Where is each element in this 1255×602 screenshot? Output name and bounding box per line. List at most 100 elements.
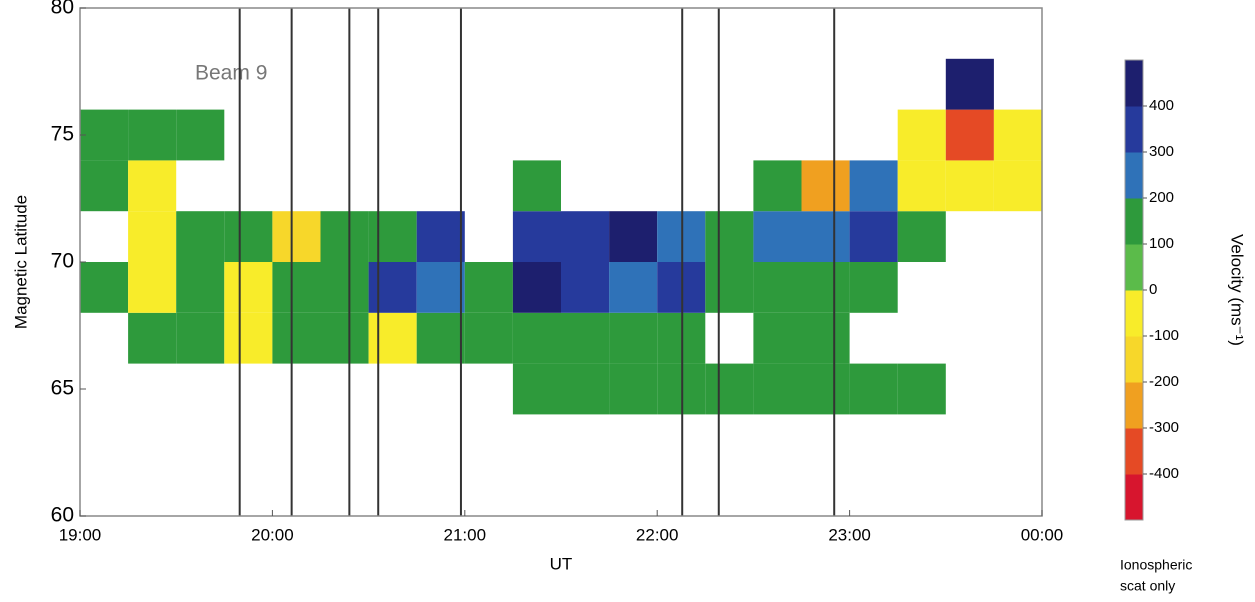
- x-tick-label: 00:00: [1021, 525, 1064, 544]
- heat-cell: [753, 262, 802, 313]
- heat-cell: [80, 160, 129, 212]
- colorbar-tick-label: -200: [1149, 373, 1179, 390]
- heat-cell: [609, 312, 658, 364]
- heat-cell: [705, 262, 754, 313]
- heat-cell: [128, 109, 177, 161]
- heat-cell: [993, 160, 1042, 212]
- heat-cell: [176, 262, 225, 313]
- heat-cell: [561, 211, 610, 262]
- x-tick-label: 22:00: [636, 525, 679, 544]
- heat-cell: [368, 211, 417, 262]
- heat-cell: [512, 312, 561, 364]
- heat-cell: [464, 312, 513, 364]
- heat-cell: [561, 363, 610, 415]
- x-tick-label: 23:00: [828, 525, 871, 544]
- heat-cell: [176, 211, 225, 262]
- heat-cell: [849, 262, 898, 313]
- heat-cell: [416, 211, 465, 262]
- heat-cell: [224, 262, 273, 313]
- heat-cell: [945, 160, 994, 212]
- y-tick-label: 70: [51, 250, 74, 273]
- heat-cell: [753, 211, 802, 262]
- heat-cell: [512, 262, 561, 313]
- heat-cell: [512, 363, 561, 415]
- colorbar-tick-label: -300: [1149, 419, 1179, 436]
- heat-cell: [849, 363, 898, 415]
- colorbar-tick-label: 300: [1149, 143, 1174, 160]
- heat-cell: [897, 109, 946, 161]
- colorbar-swatch: [1125, 290, 1143, 337]
- heat-cell: [753, 363, 802, 415]
- heat-cell: [609, 262, 658, 313]
- heat-cell: [128, 160, 177, 212]
- colorbar-tick-label: 100: [1149, 235, 1174, 252]
- heat-cell: [416, 312, 465, 364]
- heat-cell: [609, 211, 658, 262]
- heat-cell: [128, 262, 177, 313]
- heat-cell: [753, 160, 802, 212]
- heat-cell: [80, 262, 129, 313]
- heat-cell: [320, 211, 369, 262]
- colorbar-swatch: [1125, 336, 1143, 383]
- y-tick-label: 80: [51, 0, 74, 19]
- annotation: Beam 9: [195, 62, 267, 85]
- colorbar-swatch: [1125, 428, 1143, 475]
- heat-cell: [80, 109, 129, 161]
- heat-cell: [272, 211, 321, 262]
- heat-cell: [320, 312, 369, 364]
- heat-cell: [801, 262, 850, 313]
- heat-cell: [897, 211, 946, 262]
- heat-cell: [512, 160, 561, 212]
- heat-cell: [849, 160, 898, 212]
- heat-cell: [561, 312, 610, 364]
- note: scat only: [1120, 578, 1175, 594]
- colorbar-swatch: [1125, 382, 1143, 429]
- heat-cell: [128, 211, 177, 262]
- heat-cell: [993, 109, 1042, 161]
- heat-cell: [320, 262, 369, 313]
- heat-cell: [561, 262, 610, 313]
- heat-cell: [945, 109, 994, 161]
- heat-cell: [416, 262, 465, 313]
- heat-cell: [849, 211, 898, 262]
- heat-cell: [272, 312, 321, 364]
- heat-cell: [945, 58, 994, 110]
- heat-cell: [897, 160, 946, 212]
- x-axis-label: UT: [550, 554, 573, 573]
- colorbar-swatch: [1125, 106, 1143, 153]
- colorbar-tick-label: -400: [1149, 465, 1179, 482]
- y-axis-label: Magnetic Latitude: [11, 195, 30, 329]
- heat-cell: [464, 262, 513, 313]
- y-tick-label: 65: [51, 377, 74, 400]
- heat-cell: [753, 312, 802, 364]
- heat-cell: [128, 312, 177, 364]
- heat-cell: [368, 262, 417, 313]
- x-tick-label: 20:00: [251, 525, 294, 544]
- heat-cell: [368, 312, 417, 364]
- colorbar-tick-label: 400: [1149, 97, 1174, 114]
- heat-cell: [705, 211, 754, 262]
- colorbar-swatch: [1125, 152, 1143, 199]
- colorbar-tick-label: 200: [1149, 189, 1174, 206]
- heat-cell: [176, 109, 225, 161]
- heat-cell: [609, 363, 658, 415]
- colorbar-tick-label: -100: [1149, 327, 1179, 344]
- x-tick-label: 19:00: [59, 525, 102, 544]
- colorbar-swatch: [1125, 198, 1143, 245]
- heat-cell: [801, 160, 850, 212]
- colorbar-label: Velocity (ms⁻¹): [1228, 234, 1247, 346]
- colorbar-swatch: [1125, 244, 1143, 291]
- y-tick-label: 60: [51, 504, 74, 527]
- heat-cell: [176, 312, 225, 364]
- colorbar-tick-label: 0: [1149, 281, 1157, 298]
- heat-cell: [801, 312, 850, 364]
- x-tick-label: 21:00: [444, 525, 487, 544]
- heat-cell: [705, 363, 754, 415]
- heat-cell: [801, 211, 850, 262]
- heat-cell: [272, 262, 321, 313]
- heat-cell: [224, 312, 273, 364]
- note: Ionospheric: [1120, 557, 1192, 573]
- colorbar-swatch: [1125, 474, 1143, 521]
- y-tick-label: 75: [51, 123, 74, 146]
